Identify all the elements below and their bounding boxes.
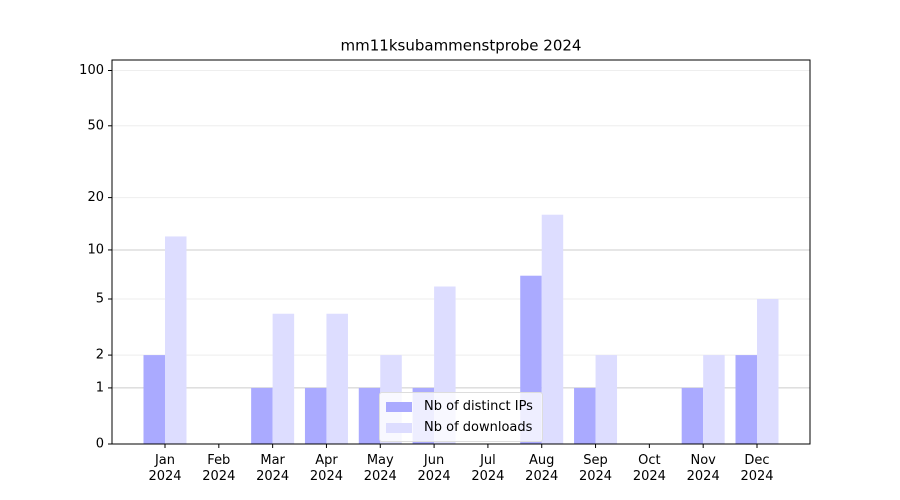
bar [326,313,348,444]
y-tick-label: 10 [87,242,104,257]
x-tick-label: Aug 2024 [525,453,559,484]
bar [735,355,757,444]
bar [574,387,596,444]
y-tick-label: 50 [87,118,104,133]
legend: Nb of distinct IPs Nb of downloads [379,392,543,442]
bar [703,355,725,444]
plot-frame [111,59,811,445]
x-tick-label: May 2024 [363,453,397,484]
bar [757,298,779,444]
y-tick-label: 5 [96,291,104,306]
x-tick-label: Jan 2024 [148,453,182,484]
x-tick-label: Sep 2024 [578,453,613,484]
x-tick-label: Oct 2024 [632,453,666,484]
x-tick-label: Apr 2024 [309,453,343,484]
legend-item: Nb of distinct IPs [386,396,536,417]
legend-swatch [386,422,412,433]
chart-title: mm11ksubammenstprobe 2024 [341,37,582,55]
legend-item: Nb of downloads [386,417,536,438]
y-tick-label: 1 [96,380,104,395]
bar [165,236,187,444]
y-tick-label: 0 [96,437,104,452]
x-tick-label: Jul 2024 [471,453,505,484]
bar [143,355,165,444]
y-tick-label: 20 [87,190,104,205]
y-tick-label: 100 [79,63,104,78]
bar [358,387,381,444]
legend-label: Nb of downloads [424,420,533,435]
y-tick-label: 2 [96,348,104,363]
x-tick-label: Dec 2024 [740,453,774,484]
x-tick-label: Feb 2024 [202,453,236,484]
x-tick-label: Mar 2024 [256,453,290,484]
bar [304,387,327,444]
x-tick-label: Jun 2024 [417,453,451,484]
legend-label: Nb of distinct IPs [424,399,533,414]
legend-swatch [386,401,412,412]
bar [595,355,618,444]
bar [541,214,564,444]
bar [272,313,295,444]
bar [251,387,273,444]
bar [681,387,704,444]
x-tick-label: Nov 2024 [686,453,720,484]
